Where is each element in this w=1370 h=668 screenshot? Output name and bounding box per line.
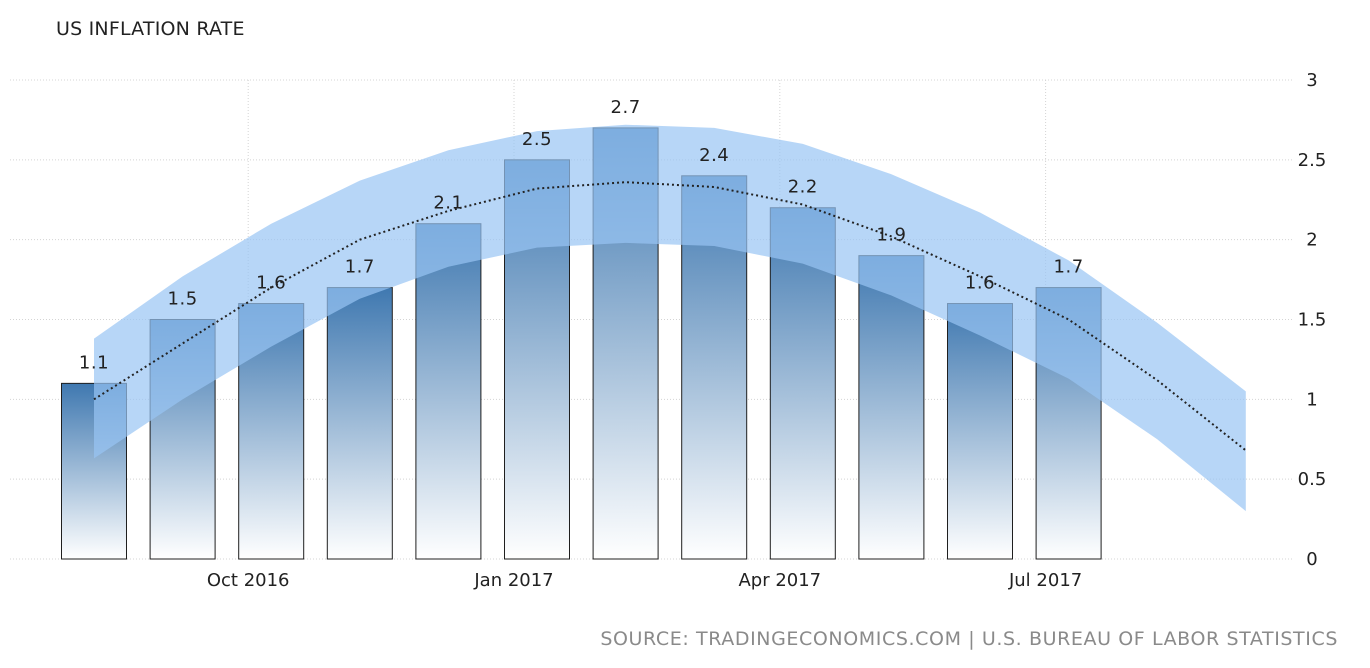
y-tick-label: 1.5 — [1298, 310, 1327, 331]
y-tick-label: 3 — [1306, 70, 1317, 91]
data-labels: 1.1 1.5 1.6 1.7 2.1 2.5 2.7 2.4 2.2 1.9 1.6 1.7 — [79, 97, 1084, 373]
y-tick-label: 1 — [1306, 389, 1317, 410]
data-label: 1.1 — [79, 352, 109, 373]
y-tick-label: 2 — [1306, 230, 1317, 251]
data-label: 1.6 — [965, 273, 995, 294]
forecast-band — [94, 124, 1246, 512]
data-label: 1.5 — [168, 289, 198, 310]
x-tick-label: Oct 2016 — [207, 570, 290, 591]
trend-line — [93, 181, 1247, 452]
x-axis: Oct 2016 Jan 2017 Apr 2017 Jul 2017 — [207, 570, 1082, 591]
x-tick-label: Jan 2017 — [473, 570, 553, 591]
data-label: 1.9 — [876, 225, 906, 246]
data-label: 2.5 — [522, 129, 552, 150]
data-label: 1.7 — [345, 257, 375, 278]
x-tick-label: Jul 2017 — [1008, 570, 1082, 591]
chart-title: US INFLATION RATE — [56, 18, 245, 40]
source-note: SOURCE: TRADINGECONOMICS.COM | U.S. BURE… — [600, 628, 1338, 650]
data-label: 1.6 — [256, 273, 286, 294]
data-label: 2.4 — [699, 145, 729, 166]
x-tick-label: Apr 2017 — [738, 570, 821, 591]
data-label: 2.2 — [788, 177, 818, 198]
bar — [326, 287, 393, 560]
bar — [947, 303, 1013, 560]
data-label: 1.7 — [1054, 257, 1084, 278]
trend-line-path — [93, 181, 1247, 452]
data-label: 2.1 — [433, 193, 463, 214]
y-axis: 0 0.5 1 1.5 2 2.5 3 — [1298, 70, 1327, 570]
forecast-band-area — [94, 124, 1246, 512]
y-tick-label: 2.5 — [1298, 150, 1327, 171]
y-tick-label: 0 — [1306, 549, 1317, 570]
y-tick-label: 0.5 — [1298, 469, 1327, 490]
data-label: 2.7 — [611, 97, 641, 118]
